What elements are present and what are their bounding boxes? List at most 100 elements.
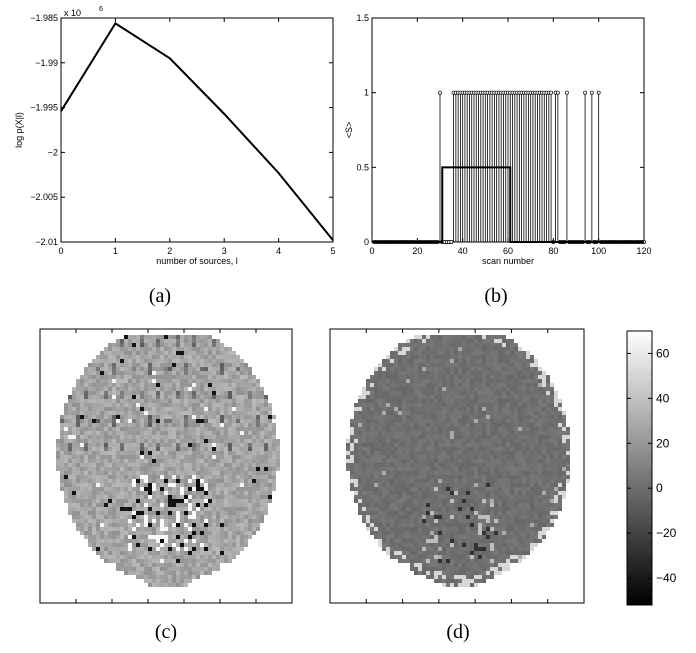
brain-pixel bbox=[172, 411, 176, 415]
brain-pixel bbox=[450, 335, 454, 339]
brain-pixel bbox=[156, 551, 160, 555]
brain-pixel bbox=[366, 471, 370, 475]
brain-pixel bbox=[112, 543, 116, 547]
brain-pixel bbox=[366, 431, 370, 435]
brain-pixel bbox=[506, 431, 510, 435]
brain-pixel bbox=[132, 435, 136, 439]
brain-pixel bbox=[442, 455, 446, 459]
brain-pixel bbox=[100, 351, 104, 355]
brain-pixel bbox=[418, 491, 422, 495]
brain-pixel bbox=[256, 403, 260, 407]
brain-pixel bbox=[506, 423, 510, 427]
brain-pixel bbox=[204, 559, 208, 563]
brain-pixel bbox=[72, 511, 76, 515]
brain-pixel bbox=[562, 463, 566, 467]
brain-pixel bbox=[418, 403, 422, 407]
brain-pixel bbox=[522, 379, 526, 383]
brain-pixel bbox=[76, 483, 80, 487]
brain-pixel bbox=[124, 559, 128, 563]
brain-pixel bbox=[510, 435, 514, 439]
brain-pixel bbox=[212, 459, 216, 463]
brain-pixel bbox=[68, 511, 72, 515]
brain-pixel bbox=[414, 475, 418, 479]
brain-pixel bbox=[430, 387, 434, 391]
brain-pixel bbox=[192, 347, 196, 351]
brain-pixel bbox=[252, 383, 256, 387]
brain-pixel bbox=[232, 439, 236, 443]
brain-pixel bbox=[370, 447, 374, 451]
brain-pixel bbox=[164, 383, 168, 387]
brain-pixel bbox=[438, 479, 442, 483]
brain-pixel bbox=[426, 335, 430, 339]
brain-pixel bbox=[124, 343, 128, 347]
brain-pixel bbox=[482, 487, 486, 491]
brain-pixel bbox=[260, 519, 264, 523]
brain-pixel bbox=[474, 471, 478, 475]
brain-pixel bbox=[88, 435, 92, 439]
brain-pixel bbox=[160, 507, 164, 511]
brain-pixel bbox=[144, 563, 148, 567]
brain-pixel bbox=[518, 435, 522, 439]
brain-pixel bbox=[542, 407, 546, 411]
brain-pixel bbox=[566, 431, 570, 435]
brain-pixel bbox=[172, 547, 176, 551]
brain-pixel bbox=[498, 379, 502, 383]
brain-pixel bbox=[152, 443, 156, 447]
brain-pixel bbox=[160, 539, 164, 543]
brain-pixel bbox=[200, 375, 204, 379]
brain-pixel bbox=[454, 379, 458, 383]
brain-pixel bbox=[406, 387, 410, 391]
brain-pixel bbox=[184, 571, 188, 575]
brain-pixel bbox=[104, 535, 108, 539]
brain-pixel bbox=[148, 395, 152, 399]
brain-pixel bbox=[132, 455, 136, 459]
brain-pixel bbox=[514, 443, 518, 447]
brain-pixel bbox=[244, 439, 248, 443]
brain-pixel bbox=[176, 563, 180, 567]
brain-pixel bbox=[442, 339, 446, 343]
brain-pixel bbox=[382, 387, 386, 391]
brain-pixel bbox=[502, 483, 506, 487]
brain-pixel bbox=[216, 523, 220, 527]
brain-pixel bbox=[522, 447, 526, 451]
brain-pixel bbox=[188, 395, 192, 399]
brain-pixel bbox=[260, 467, 264, 471]
brain-pixel bbox=[132, 367, 136, 371]
brain-pixel bbox=[530, 371, 534, 375]
brain-pixel bbox=[116, 475, 120, 479]
brain-pixel bbox=[374, 427, 378, 431]
brain-pixel bbox=[120, 387, 124, 391]
brain-pixel bbox=[244, 467, 248, 471]
brain-pixel bbox=[502, 335, 506, 339]
brain-pixel bbox=[264, 427, 268, 431]
brain-pixel bbox=[240, 459, 244, 463]
brain-pixel bbox=[494, 351, 498, 355]
brain-pixel bbox=[542, 423, 546, 427]
brain-pixel bbox=[410, 339, 414, 343]
brain-pixel bbox=[538, 407, 542, 411]
brain-pixel bbox=[156, 459, 160, 463]
brain-pixel bbox=[184, 475, 188, 479]
brain-pixel bbox=[208, 435, 212, 439]
brain-pixel bbox=[156, 387, 160, 391]
brain-pixel bbox=[176, 343, 180, 347]
brain-pixel bbox=[176, 483, 180, 487]
brain-pixel bbox=[566, 471, 570, 475]
brain-pixel bbox=[264, 439, 268, 443]
brain-pixel bbox=[92, 435, 96, 439]
brain-pixel bbox=[256, 419, 260, 423]
brain-pixel bbox=[188, 415, 192, 419]
brain-pixel bbox=[64, 479, 68, 483]
brain-pixel bbox=[474, 391, 478, 395]
brain-pixel bbox=[486, 455, 490, 459]
brain-pixel bbox=[414, 375, 418, 379]
brain-pixel bbox=[350, 419, 354, 423]
brain-pixel bbox=[156, 435, 160, 439]
brain-pixel bbox=[486, 427, 490, 431]
brain-pixel bbox=[108, 491, 112, 495]
brain-pixel bbox=[510, 455, 514, 459]
brain-pixel bbox=[112, 435, 116, 439]
brain-pixel bbox=[188, 339, 192, 343]
brain-pixel bbox=[248, 471, 252, 475]
brain-pixel bbox=[76, 459, 80, 463]
